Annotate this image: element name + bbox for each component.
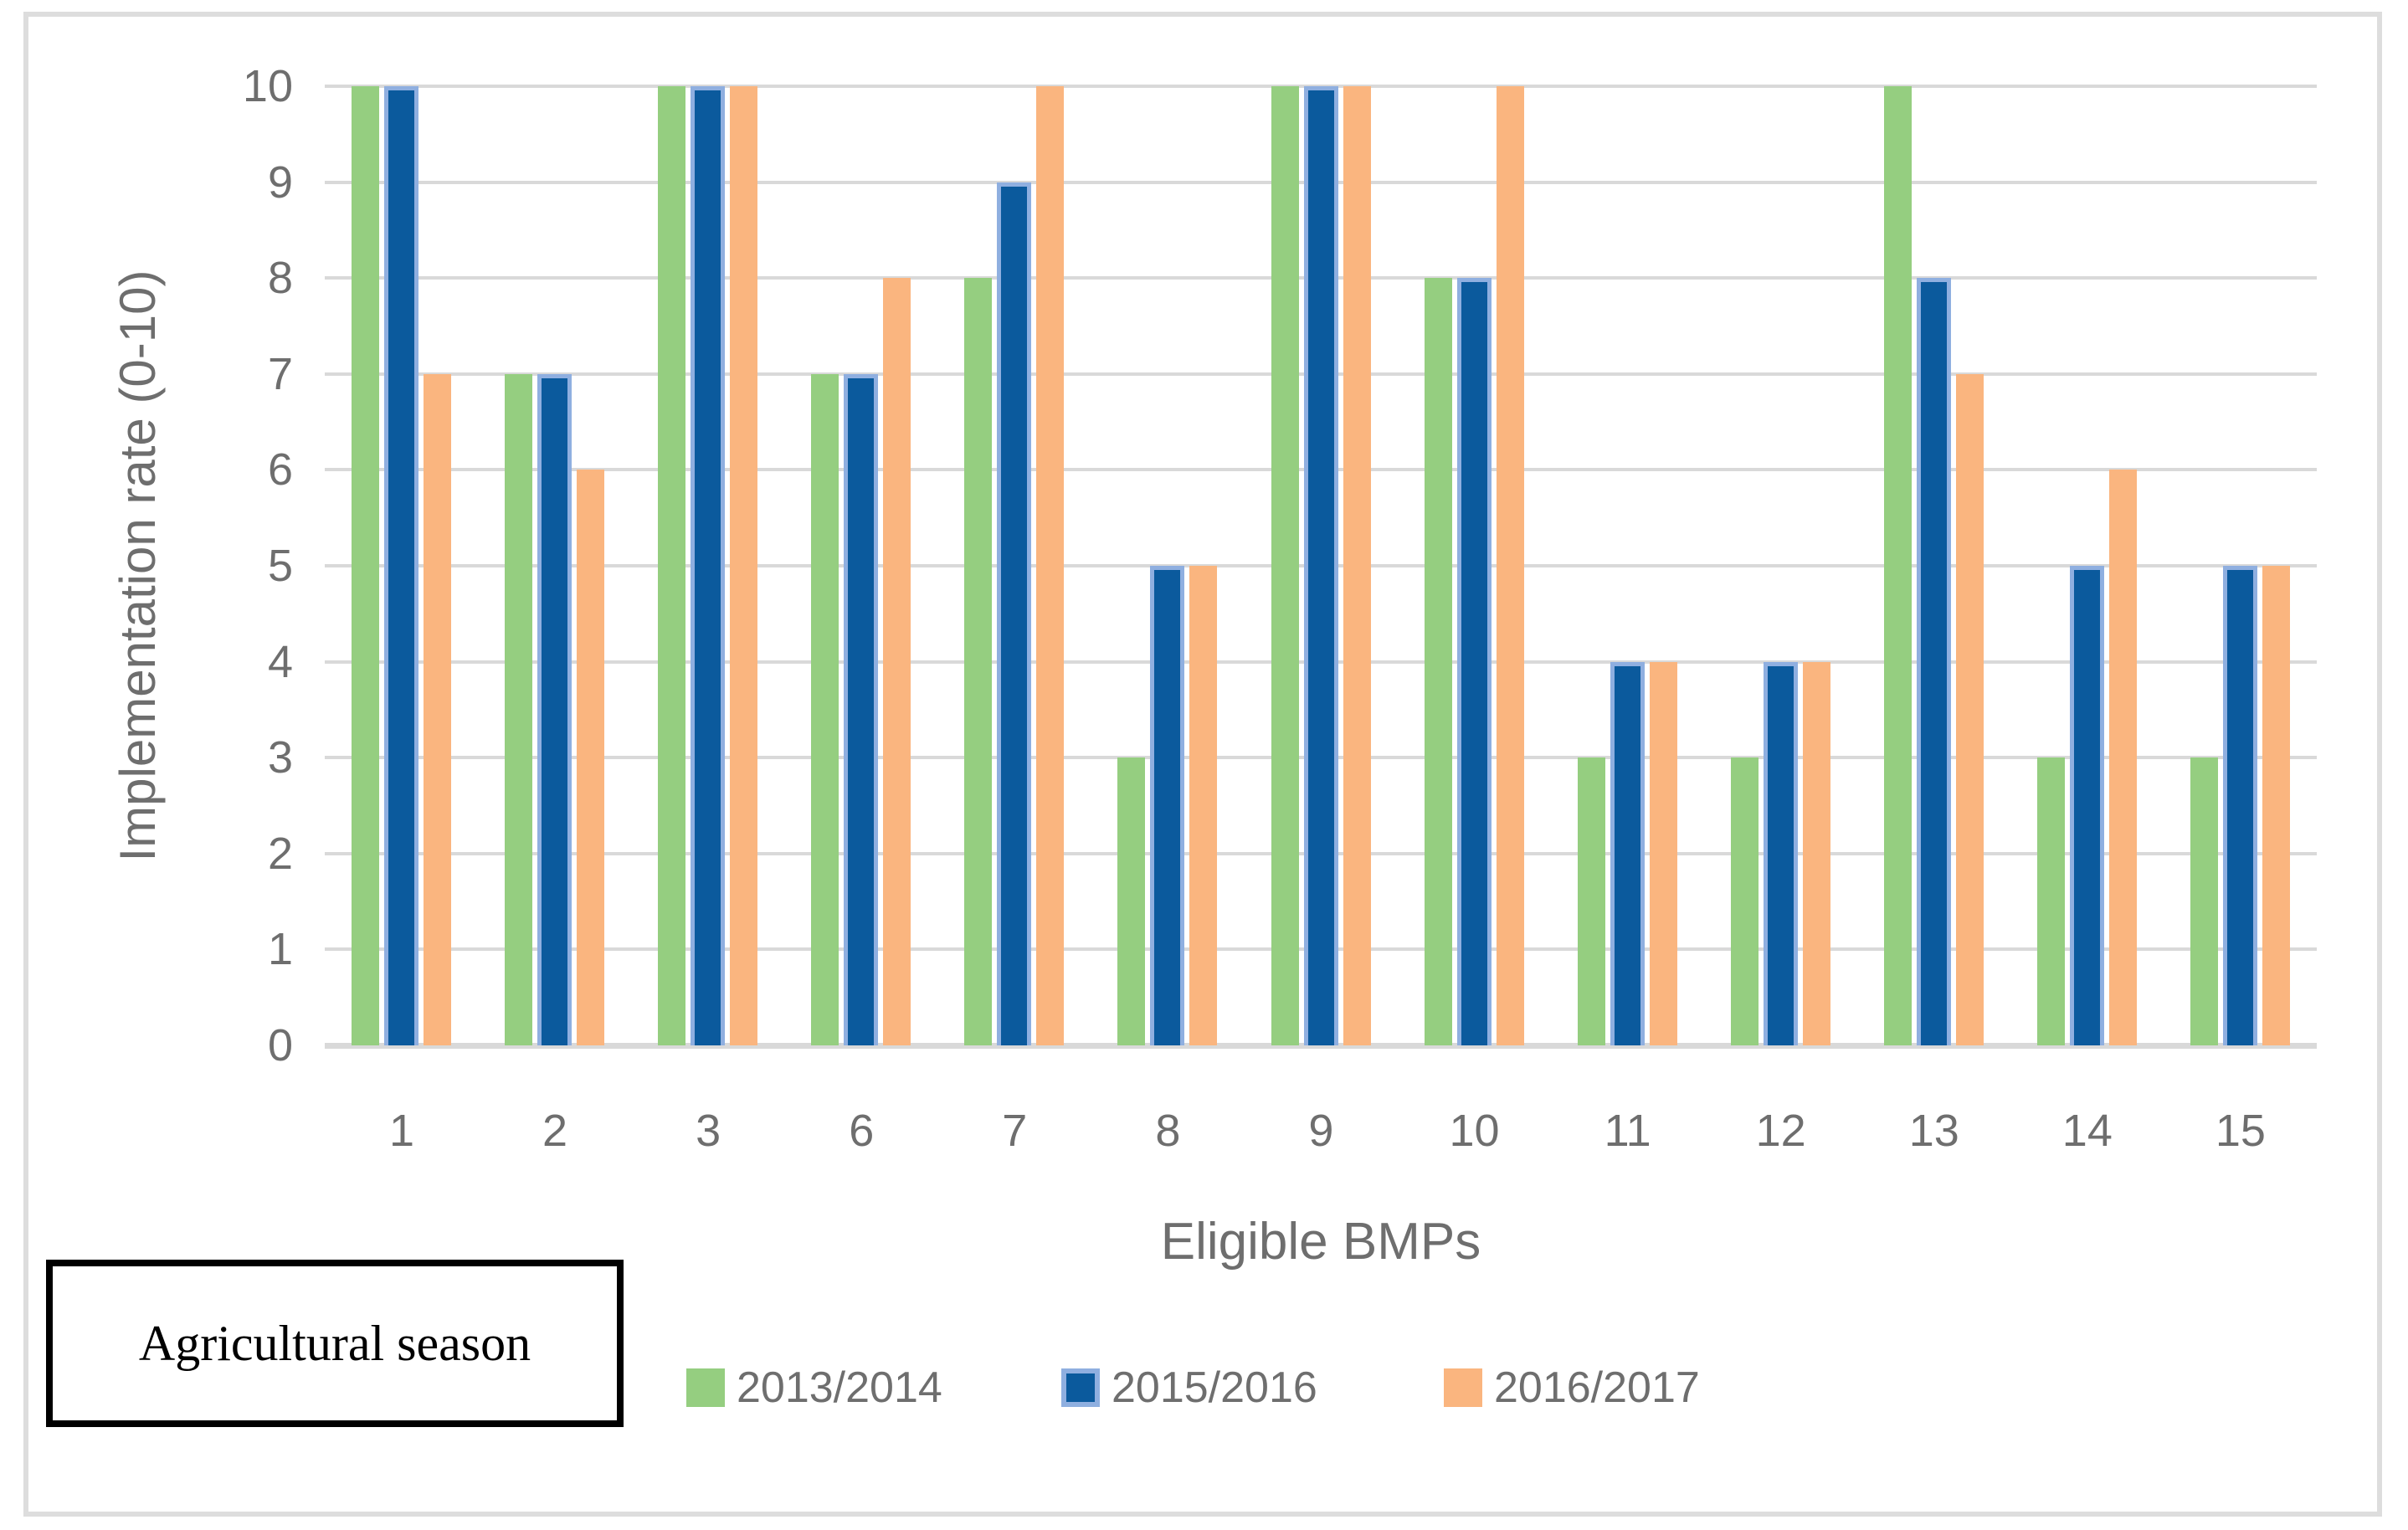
x-tick-label-10: 10: [1449, 1106, 1500, 1156]
legend-item-2013-2014: 2013/2014: [686, 1363, 942, 1413]
legend-label: 2013/2014: [737, 1363, 942, 1412]
bar-series-2-category-2: [577, 470, 605, 1045]
bar-series-2-category-6: [883, 278, 911, 1045]
bar-series-0-category-11: [1577, 757, 1605, 1045]
bar-series-0-category-1: [352, 86, 380, 1045]
x-tick-label-1: 1: [388, 1106, 415, 1156]
bar-series-1-category-6: [844, 373, 879, 1045]
bar-series-1-category-3: [691, 86, 726, 1045]
y-tick-label-10: 10: [242, 61, 293, 111]
bar-series-2-category-10: [1496, 86, 1524, 1045]
x-tick-label-12: 12: [1755, 1106, 1806, 1156]
bar-series-0-category-14: [2036, 757, 2065, 1045]
bar-series-2-category-8: [1189, 566, 1218, 1045]
bar-series-1-category-2: [537, 373, 572, 1045]
legend-title: Agricultural season: [138, 1315, 531, 1371]
bar-series-1-category-9: [1303, 86, 1338, 1045]
bar-series-1-category-15: [2222, 566, 2257, 1045]
bar-series-2-category-9: [1343, 86, 1371, 1045]
x-axis-line: [325, 1043, 2317, 1049]
plot-area: [325, 85, 2317, 1049]
bar-series-2-category-14: [2108, 470, 2137, 1045]
x-axis-title: Eligible BMPs: [1160, 1213, 1481, 1271]
x-tick-label-2: 2: [542, 1106, 568, 1156]
y-tick-label-7: 7: [267, 348, 293, 399]
y-tick-label-9: 9: [267, 157, 293, 208]
bar-series-0-category-15: [2190, 757, 2218, 1045]
bar-series-1-category-10: [1456, 278, 1492, 1045]
x-tick-label-15: 15: [2215, 1106, 2266, 1156]
y-tick-label-6: 6: [267, 444, 293, 495]
legend-title-box: Agricultural season: [46, 1260, 624, 1427]
bar-series-2-category-3: [730, 86, 758, 1045]
x-tick-label-8: 8: [1155, 1106, 1181, 1156]
legend-swatch-icon: [686, 1368, 725, 1407]
bar-series-2-category-11: [1649, 661, 1677, 1045]
x-tick-label-11: 11: [1604, 1106, 1651, 1156]
legend-label: 2016/2017: [1494, 1363, 1700, 1412]
bar-series-0-category-13: [1883, 86, 1912, 1045]
legend-swatch-icon: [1061, 1368, 1100, 1407]
y-tick-label-8: 8: [267, 253, 293, 304]
bar-series-1-category-7: [997, 182, 1032, 1045]
bar-series-0-category-6: [811, 373, 839, 1045]
bar-series-1-category-11: [1610, 661, 1645, 1045]
bar-series-0-category-2: [505, 373, 533, 1045]
bar-series-2-category-12: [1802, 661, 1830, 1045]
bar-series-2-category-13: [1955, 373, 1984, 1045]
x-tick-label-13: 13: [1908, 1106, 1959, 1156]
bar-series-0-category-9: [1271, 86, 1299, 1045]
bar-series-1-category-1: [384, 86, 419, 1045]
chart-frame-border: [23, 12, 2382, 1517]
bar-series-2-category-15: [2262, 566, 2290, 1045]
legend: 2013/2014 2015/2016 2016/2017: [0, 1363, 2408, 1413]
y-tick-label-1: 1: [267, 924, 293, 975]
x-tick-label-7: 7: [1002, 1106, 1028, 1156]
bar-series-1-category-12: [1763, 661, 1798, 1045]
bar-series-0-category-8: [1117, 757, 1146, 1045]
bar-series-1-category-13: [1916, 278, 1951, 1045]
legend-item-2016-2017: 2016/2017: [1444, 1363, 1700, 1413]
x-tick-label-9: 9: [1308, 1106, 1334, 1156]
y-tick-label-2: 2: [267, 828, 293, 879]
bar-series-1-category-8: [1150, 566, 1185, 1045]
y-tick-label-0: 0: [267, 1020, 293, 1070]
y-tick-label-5: 5: [267, 541, 293, 591]
bar-series-0-category-10: [1424, 278, 1452, 1045]
bar-series-0-category-12: [1730, 757, 1759, 1045]
legend-label: 2015/2016: [1112, 1363, 1317, 1412]
bar-series-0-category-3: [658, 86, 686, 1045]
x-tick-label-6: 6: [849, 1106, 875, 1156]
bar-series-2-category-1: [424, 373, 452, 1045]
legend-swatch-icon: [1444, 1368, 1482, 1407]
y-tick-label-3: 3: [267, 732, 293, 783]
legend-item-2015-2016: 2015/2016: [1061, 1363, 1317, 1413]
x-tick-label-3: 3: [696, 1106, 721, 1156]
bar-series-0-category-7: [964, 278, 993, 1045]
bar-series-2-category-7: [1036, 86, 1065, 1045]
y-tick-label-4: 4: [267, 636, 293, 687]
bar-series-1-category-14: [2069, 566, 2104, 1045]
x-tick-label-14: 14: [2061, 1106, 2113, 1156]
